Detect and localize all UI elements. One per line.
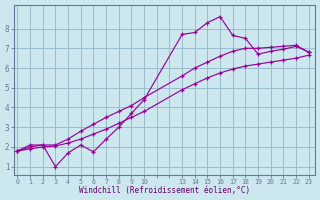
X-axis label: Windchill (Refroidissement éolien,°C): Windchill (Refroidissement éolien,°C) <box>79 186 250 195</box>
